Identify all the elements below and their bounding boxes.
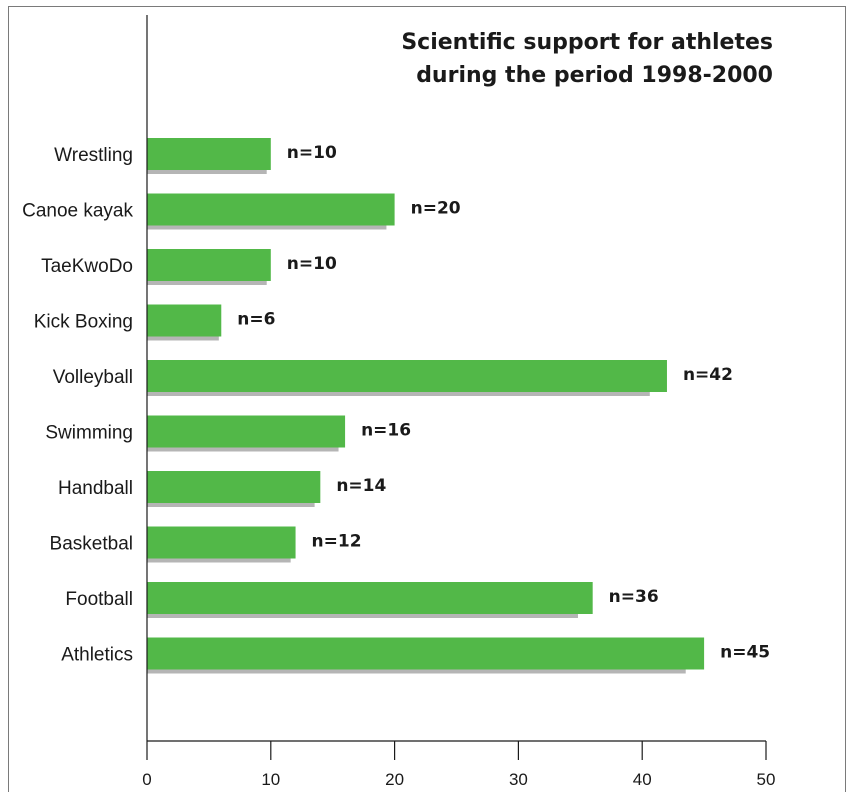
data-label: n=10	[287, 143, 337, 163]
bar	[147, 415, 346, 448]
data-label: n=45	[720, 643, 770, 663]
bar	[147, 138, 271, 170]
data-label: n=16	[361, 421, 411, 441]
x-axis-ticks: 0 10 20 30 40 50	[142, 741, 775, 789]
x-tick-label: 40	[633, 770, 652, 789]
data-label: n=12	[312, 532, 362, 552]
bar	[147, 526, 296, 559]
bar-shadow	[147, 667, 686, 674]
bar-chart: Scientific support for athletes during t…	[22, 15, 775, 789]
bar	[147, 360, 667, 392]
bar	[147, 249, 271, 281]
category-label: Wrestling	[54, 145, 133, 166]
data-label: n=6	[237, 310, 275, 330]
chart-frame: Scientific support for athletes during t…	[8, 6, 846, 792]
category-label: Kick Boxing	[34, 312, 133, 333]
category-label: Handball	[58, 478, 133, 499]
category-labels: Wrestling Canoe kayak TaeKwoDo Kick Boxing V…	[22, 145, 133, 666]
x-tick-label: 30	[509, 770, 528, 789]
bar-shadow	[147, 279, 267, 285]
bar-shadow	[147, 334, 219, 341]
bar	[147, 193, 395, 226]
x-tick-label: 20	[385, 770, 404, 789]
bar-shadow	[147, 501, 315, 507]
x-tick-label: 50	[757, 770, 776, 789]
bar-shadow	[147, 556, 291, 563]
chart-title-line-2: during the period 1998-2000	[416, 63, 773, 88]
data-label: n=20	[411, 199, 461, 219]
category-label: Football	[65, 589, 133, 610]
bar-shadows	[147, 168, 686, 674]
data-label: n=14	[336, 476, 386, 496]
bar	[147, 582, 593, 614]
bar-shadow	[147, 390, 650, 396]
x-tick-label: 10	[261, 770, 280, 789]
bars	[147, 138, 705, 670]
data-labels: n=10 n=20 n=10 n=6 n=42 n=16 n=14 n=12 n=36 n=45	[237, 143, 770, 663]
bar-shadow	[147, 168, 267, 174]
chart-title: Scientific support for athletes during t…	[401, 30, 773, 88]
category-label: Basketbal	[50, 534, 133, 555]
bar	[147, 304, 222, 337]
data-label: n=10	[287, 254, 337, 274]
bar	[147, 637, 705, 670]
data-label: n=42	[683, 365, 733, 385]
bar-shadow	[147, 223, 387, 230]
x-tick-label: 0	[142, 770, 151, 789]
bar-shadow	[147, 612, 578, 618]
category-label: TaeKwoDo	[41, 256, 133, 277]
category-label: Volleyball	[53, 367, 133, 388]
category-label: Canoe kayak	[22, 201, 133, 222]
category-label: Athletics	[61, 645, 133, 666]
chart-title-line-1: Scientific support for athletes	[401, 30, 773, 55]
bar	[147, 471, 321, 503]
data-label: n=36	[609, 587, 659, 607]
category-label: Swimming	[45, 423, 133, 444]
bar-shadow	[147, 445, 339, 452]
